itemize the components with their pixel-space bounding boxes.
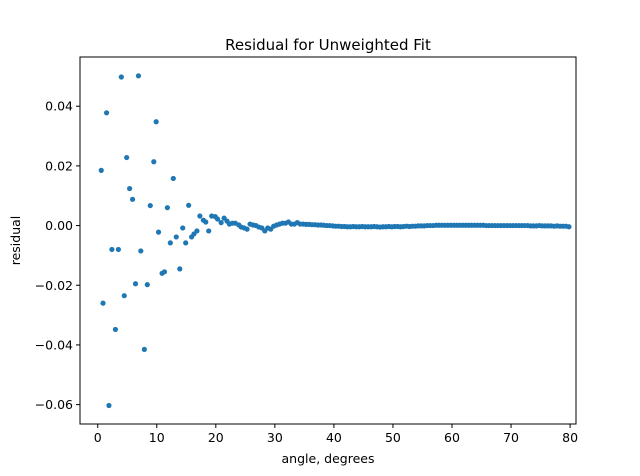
data-point	[127, 185, 133, 192]
data-point	[129, 196, 136, 202]
data-point	[141, 346, 147, 353]
data-point	[180, 225, 186, 231]
data-point	[103, 110, 110, 116]
data-point	[138, 248, 144, 254]
x-tick-label: 50	[385, 430, 401, 445]
data-point	[177, 266, 183, 272]
data-point	[118, 74, 124, 80]
data-point	[151, 159, 157, 165]
chart-title: Residual for Unweighted Fit	[225, 36, 431, 54]
data-point	[112, 326, 119, 333]
x-tick-label: 0	[94, 430, 102, 445]
data-point	[214, 216, 221, 222]
data-point	[135, 73, 142, 79]
data-point	[153, 119, 159, 125]
x-tick-label: 80	[562, 430, 578, 445]
data-point	[132, 281, 139, 287]
data-point	[144, 282, 150, 288]
data-point	[194, 228, 200, 234]
x-tick-label: 20	[208, 430, 224, 445]
y-tick-label: 0.00	[45, 218, 73, 233]
data-point	[161, 269, 168, 275]
y-axis-label: residual	[8, 216, 23, 266]
data-point	[155, 229, 162, 235]
data-point	[197, 213, 203, 219]
data-point	[167, 240, 173, 246]
data-point	[244, 226, 250, 232]
data-point	[115, 246, 121, 253]
data-point	[203, 219, 209, 225]
y-tick-label: 0.04	[45, 99, 73, 114]
data-point	[173, 234, 179, 240]
y-axis-ticks: −0.06 −0.04 −0.02 0.00 0.02 0.04	[35, 99, 80, 412]
plot-frame	[79, 56, 577, 425]
data-point	[147, 202, 153, 209]
data-point	[164, 205, 170, 211]
x-tick-label: 40	[326, 430, 342, 445]
data-point	[109, 246, 115, 253]
data-point	[98, 167, 104, 173]
data-point	[124, 154, 130, 161]
data-point	[183, 240, 189, 246]
x-tick-label: 10	[149, 430, 165, 445]
y-tick-label: −0.04	[35, 337, 73, 352]
data-point	[218, 220, 224, 226]
x-axis-ticks: 0 10 20 30 40 50 60 70 80	[94, 424, 578, 445]
data-point	[206, 228, 212, 234]
x-tick-label: 70	[503, 430, 519, 445]
data-point	[170, 175, 176, 182]
data-point	[106, 402, 112, 409]
data-point	[100, 300, 106, 306]
x-axis-label: angle, degrees	[282, 451, 375, 466]
x-tick-label: 30	[267, 430, 283, 445]
data-point	[186, 202, 192, 208]
data-points	[98, 73, 572, 409]
y-tick-label: 0.02	[45, 158, 73, 173]
data-point	[566, 224, 572, 230]
y-tick-label: −0.06	[35, 397, 73, 412]
data-point	[121, 293, 127, 299]
y-tick-label: −0.02	[35, 278, 73, 293]
x-tick-label: 60	[444, 430, 460, 445]
